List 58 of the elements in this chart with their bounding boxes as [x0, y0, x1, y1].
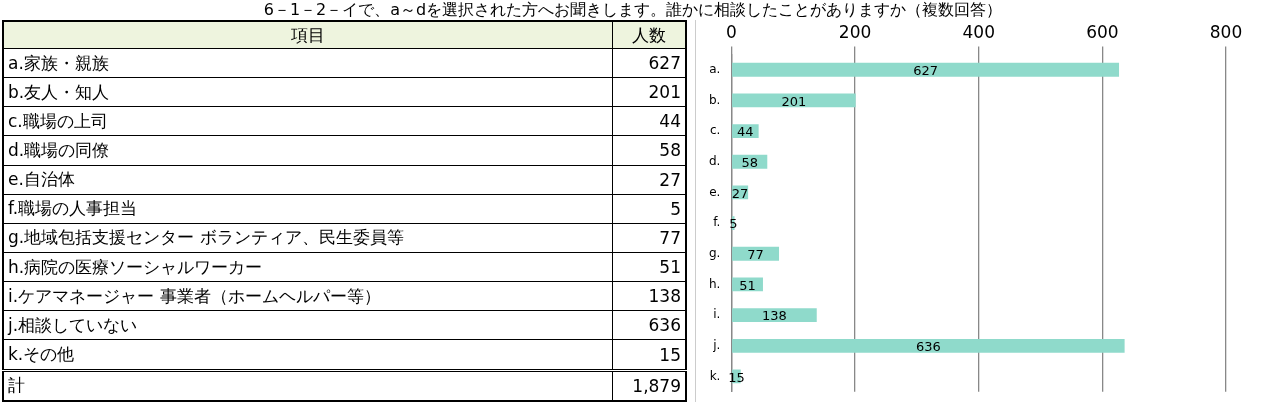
y-tick-label: f. [713, 215, 721, 230]
data-label: 58 [741, 155, 758, 171]
bar [732, 338, 1125, 353]
bar [732, 246, 780, 261]
x-tick-label: 0 [726, 21, 737, 42]
text: 27 [612, 165, 686, 195]
data-label: 201 [781, 93, 807, 109]
text: 人数 [612, 21, 686, 49]
data-label: 636 [915, 339, 941, 355]
bar [732, 308, 817, 323]
text: 636 [612, 310, 686, 340]
bar [732, 62, 1120, 77]
text: 77 [612, 223, 686, 253]
text: 51 [612, 252, 686, 282]
data-label: 51 [739, 277, 756, 293]
text: j.相談していない [3, 310, 613, 340]
x-tick-label: 200 [838, 21, 872, 42]
y-tick-label: c. [710, 123, 721, 138]
text: a.家族・親族 [3, 48, 613, 78]
text: 項目 [3, 21, 613, 49]
text: k.その他 [3, 339, 613, 371]
text: h.病院の医療ソーシャルワーカー [3, 252, 613, 282]
text: b.友人・知人 [3, 77, 613, 107]
text: e.自治体 [3, 165, 613, 195]
y-tick-label: j. [712, 337, 721, 352]
text: 計 [3, 370, 613, 401]
text: 44 [612, 106, 686, 136]
data-label: 5 [729, 216, 738, 232]
y-tick-label: i. [713, 307, 721, 322]
text: d.職場の同僚 [3, 135, 613, 166]
y-tick-label: k. [709, 368, 721, 383]
data-label: 15 [728, 369, 745, 385]
text: 138 [612, 281, 686, 311]
text: c.職場の上司 [3, 106, 613, 136]
text: 201 [612, 77, 686, 107]
x-tick-label: 400 [962, 21, 995, 42]
y-tick-label: a. [709, 61, 721, 76]
data-label: 627 [913, 63, 938, 79]
x-tick-label: 600 [1086, 21, 1119, 42]
data-label: 138 [762, 308, 787, 324]
data-label: 77 [747, 247, 764, 263]
y-tick-label: g. [708, 245, 721, 260]
text: 5 [612, 194, 686, 224]
y-tick-label: h. [709, 276, 721, 291]
y-tick-label: d. [708, 153, 721, 168]
text: i.ケアマネージャー 事業者（ホームヘルパー等） [3, 281, 613, 311]
chart-title: 6－1－2－イで、a～dを選択された方へお聞きします。誰かに相談したことがありますか（複数回答） [262, 0, 1004, 20]
y-tick-label: b. [708, 92, 721, 107]
x-tick-label: 800 [1209, 21, 1243, 42]
text: 58 [612, 135, 686, 166]
text: 627 [612, 48, 686, 78]
data-label: 27 [731, 185, 749, 201]
text: 15 [612, 339, 686, 371]
text: 1,879 [612, 370, 686, 401]
text: g.地域包括支援センター ボランティア、民生委員等 [3, 223, 613, 253]
text: f.職場の人事担当 [3, 194, 613, 224]
y-tick-label: e. [709, 184, 721, 199]
data-label: 44 [737, 124, 754, 140]
